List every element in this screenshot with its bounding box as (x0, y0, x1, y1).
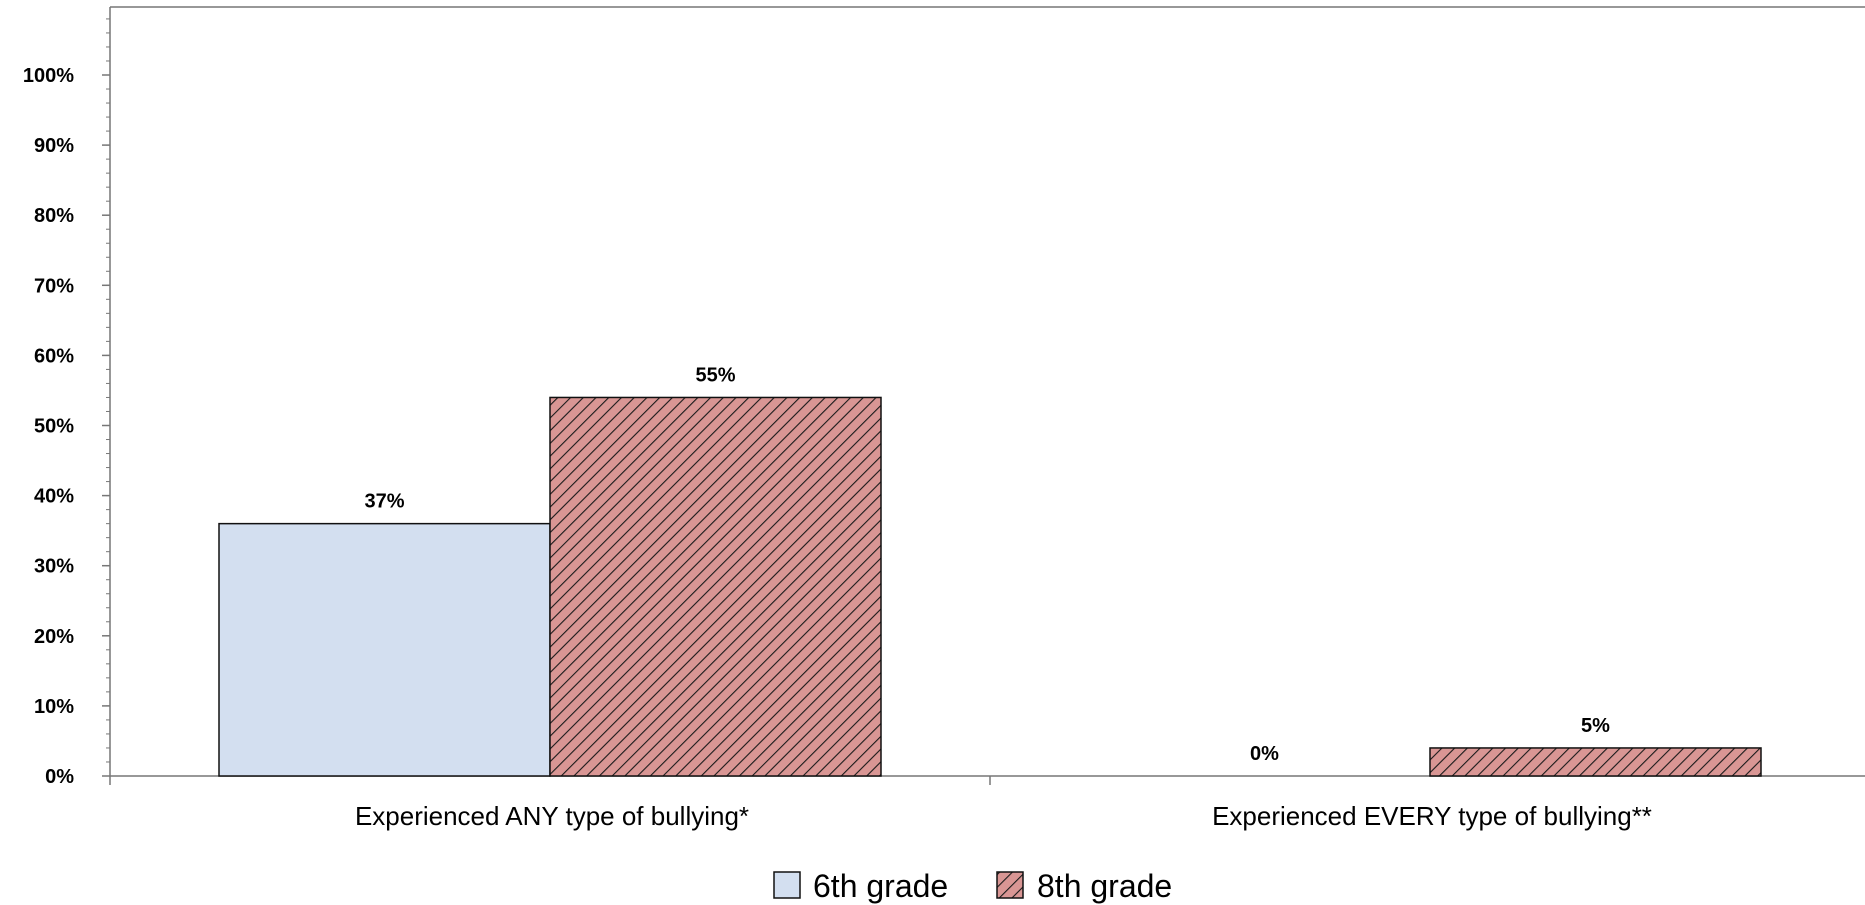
legend: 6th grade 8th grade (773, 868, 1172, 904)
y-tick-label: 0% (45, 766, 74, 788)
y-tick-label: 80% (34, 205, 74, 227)
x-category-label: Experienced EVERY type of bullying** (1212, 801, 1652, 831)
x-category-label: Experienced ANY type of bullying* (355, 801, 749, 831)
y-tick-label: 40% (34, 486, 74, 508)
y-tick-label: 30% (34, 556, 74, 578)
bar-8th-grade (1429, 747, 1762, 777)
y-tick-label: 70% (34, 275, 74, 297)
y-tick-label: 90% (34, 135, 74, 157)
y-tick-label: 100% (23, 65, 74, 87)
y-tick-label: 60% (34, 345, 74, 367)
y-tick-label: 10% (34, 696, 74, 718)
bar-8th-grade (549, 396, 882, 777)
data-label: 0% (1250, 743, 1279, 765)
data-label: 5% (1581, 715, 1610, 737)
data-label: 37% (364, 491, 404, 513)
legend-swatch-8th-grade (996, 871, 1024, 899)
y-tick-label: 50% (34, 416, 74, 438)
plot-area: 0% 10% 20% 30% 40% 50% 60% 70% 80% 90% 100% 37% 55% E… (23, 6, 1865, 831)
bar-6th-grade (218, 522, 551, 777)
legend-swatch-6th-grade (773, 871, 801, 899)
data-label: 55% (695, 364, 735, 386)
y-tick-label: 20% (34, 626, 74, 648)
legend-label: 6th grade (813, 868, 948, 904)
legend-label: 8th grade (1037, 868, 1172, 904)
